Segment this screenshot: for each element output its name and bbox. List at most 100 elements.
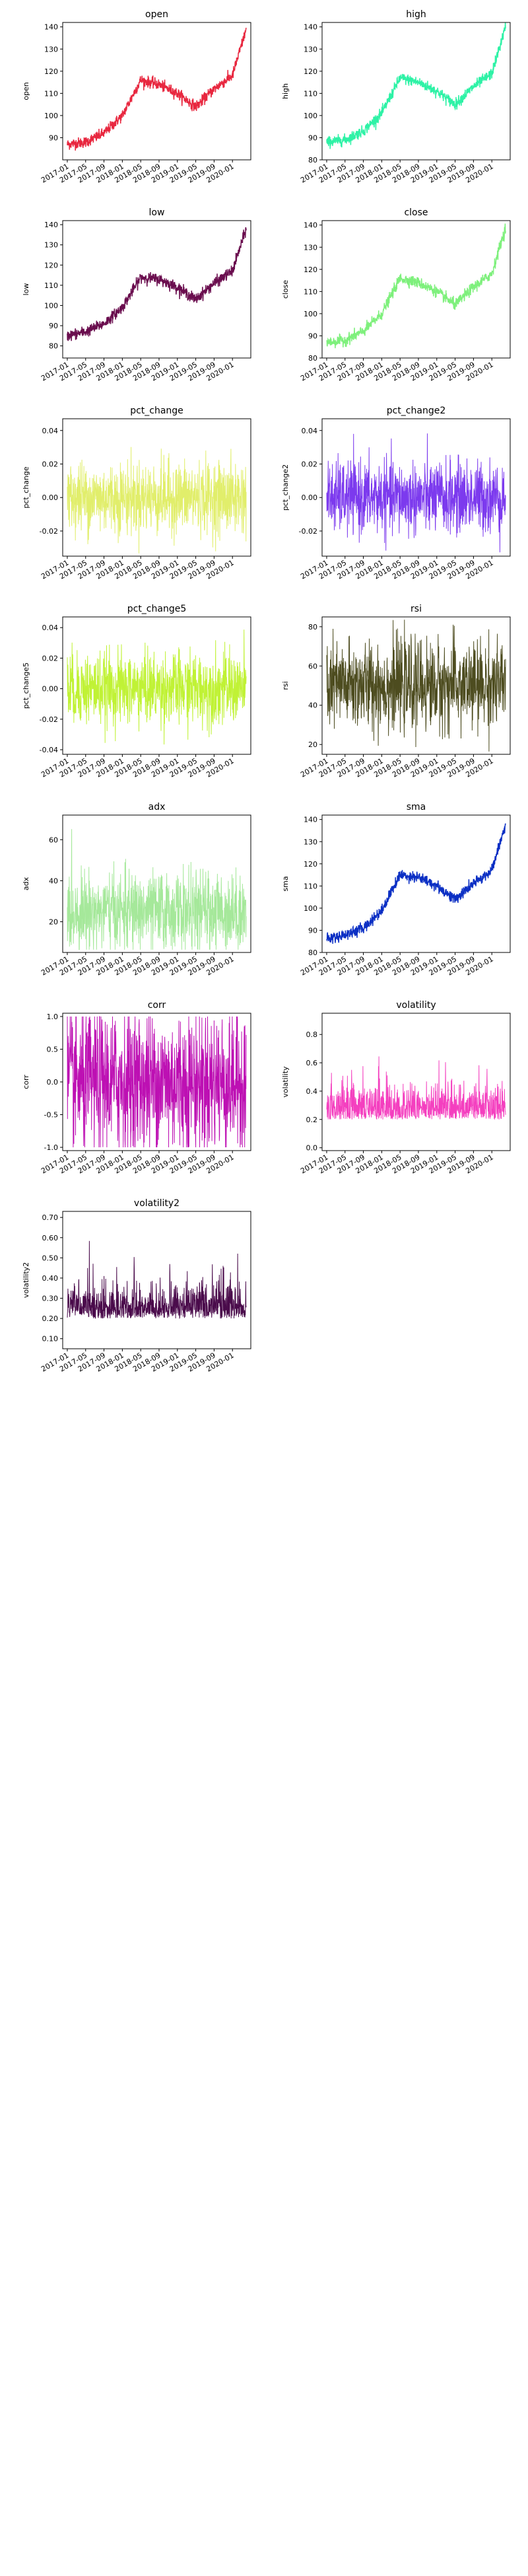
chart-title: adx xyxy=(148,802,166,812)
y-axis-label: sma xyxy=(281,876,290,891)
y-tick-label: -0.02 xyxy=(40,715,58,724)
y-tick-label: 0.00 xyxy=(42,493,59,502)
y-tick-label: 100 xyxy=(44,112,58,120)
y-tick-label: 0.4 xyxy=(306,1087,318,1096)
chart-title: pct_change2 xyxy=(387,406,446,416)
y-tick-label: 20 xyxy=(49,917,58,926)
y-tick-label: 0.30 xyxy=(42,1295,59,1303)
y-tick-label: 0.60 xyxy=(42,1234,59,1242)
y-tick-label: 140 xyxy=(304,816,317,824)
y-tick-label: 110 xyxy=(304,882,317,890)
y-tick-label: 0.00 xyxy=(42,685,59,694)
y-tick-label: 0.2 xyxy=(306,1116,318,1124)
y-tick-label: 0.70 xyxy=(42,1213,59,1222)
chart-pct-change5: pct_change5 pct_change5 -0.04 -0.02 0.00 0.02… xyxy=(22,604,251,779)
y-tick-label: 110 xyxy=(304,89,317,98)
y-tick-label: 0.6 xyxy=(306,1059,318,1067)
y-tick-label: 0.8 xyxy=(306,1030,318,1039)
plot-frame xyxy=(62,22,251,161)
plot-frame xyxy=(62,1211,251,1349)
plot-frame xyxy=(62,616,251,755)
y-axis-label: open xyxy=(22,82,30,100)
y-tick-label: 140 xyxy=(304,221,317,230)
y-tick-label: 100 xyxy=(304,904,317,913)
y-tick-label: -0.5 xyxy=(44,1111,58,1120)
series-line-volatility2 xyxy=(67,1240,247,1320)
y-tick-label: 0.40 xyxy=(42,1274,59,1283)
chart-title: open xyxy=(145,9,168,20)
y-tick-label: 0.02 xyxy=(302,460,318,468)
y-axis-label: pct_change2 xyxy=(281,464,290,511)
y-tick-label: 140 xyxy=(44,221,58,229)
plot-frame xyxy=(62,220,251,359)
y-axis-label: corr xyxy=(22,1075,30,1089)
y-tick-label: -0.02 xyxy=(40,527,58,536)
series-line-volatility xyxy=(326,1056,506,1120)
y-tick-label: 120 xyxy=(304,67,317,76)
plot-frame xyxy=(321,814,511,953)
plot-frame xyxy=(321,418,511,557)
y-tick-label: 0.04 xyxy=(302,427,318,435)
y-tick-label: 120 xyxy=(304,860,317,869)
series-line-adx xyxy=(67,829,247,950)
series-line-pct-change5 xyxy=(67,629,247,745)
chart-title: rsi xyxy=(411,604,422,614)
y-axis-label: close xyxy=(281,280,290,299)
series-line-corr xyxy=(67,1016,247,1148)
chart-title: volatility2 xyxy=(134,1198,180,1209)
y-axis-label: adx xyxy=(22,877,30,890)
y-tick-label: 120 xyxy=(44,261,58,269)
chart-title: volatility xyxy=(396,1000,436,1011)
y-tick-label: 0.00 xyxy=(302,493,318,502)
y-tick-label: 60 xyxy=(308,662,317,670)
y-tick-label: 110 xyxy=(44,89,58,98)
y-tick-label: 90 xyxy=(49,133,58,142)
y-tick-label: 130 xyxy=(304,838,317,846)
y-tick-label: 80 xyxy=(49,342,58,351)
y-tick-label: 0.0 xyxy=(306,1144,318,1153)
chart-title: low xyxy=(149,207,165,218)
y-tick-label: 40 xyxy=(308,701,317,710)
y-tick-label: 80 xyxy=(308,623,317,631)
chart-title: high xyxy=(406,9,426,20)
y-axis-label: high xyxy=(281,83,290,99)
y-tick-label: -1.0 xyxy=(44,1143,58,1152)
y-tick-label: 130 xyxy=(44,45,58,54)
y-tick-label: 0.5 xyxy=(47,1045,59,1054)
y-tick-label: 90 xyxy=(308,926,317,935)
series-line-rsi xyxy=(326,620,506,752)
series-line-high xyxy=(326,22,506,149)
y-tick-label: 0.50 xyxy=(42,1254,59,1262)
series-line-open xyxy=(67,27,247,151)
y-tick-label: 130 xyxy=(304,45,317,54)
y-axis-label: volatility xyxy=(281,1066,290,1098)
y-tick-label: 0.04 xyxy=(42,624,59,632)
y-tick-label: 20 xyxy=(308,740,317,749)
plot-frame xyxy=(62,418,251,557)
y-tick-label: 110 xyxy=(44,281,58,290)
y-tick-label: 0.20 xyxy=(42,1314,59,1323)
y-tick-label: 0.0 xyxy=(47,1078,59,1087)
y-axis-label: pct_change5 xyxy=(22,662,30,709)
plot-frame xyxy=(321,616,511,755)
y-axis-label: rsi xyxy=(281,681,290,690)
y-tick-label: 80 xyxy=(308,354,317,363)
y-tick-label: 1.0 xyxy=(47,1013,59,1021)
y-tick-label: 90 xyxy=(308,332,317,340)
series-line-low xyxy=(67,227,247,341)
y-tick-label: 100 xyxy=(304,112,317,120)
y-tick-label: 90 xyxy=(308,133,317,142)
y-axis-label: pct_change xyxy=(22,466,30,509)
y-tick-label: 90 xyxy=(49,322,58,330)
y-tick-label: 0.02 xyxy=(42,654,59,662)
y-tick-label: 140 xyxy=(44,23,58,32)
y-tick-label: 140 xyxy=(304,23,317,32)
y-tick-label: 80 xyxy=(308,948,317,957)
chart-title: pct_change5 xyxy=(127,604,187,614)
plot-frame xyxy=(321,22,511,161)
y-axis-label: low xyxy=(22,283,30,296)
series-line-pct-change xyxy=(67,447,247,554)
y-tick-label: 110 xyxy=(304,287,317,296)
chart-title: sma xyxy=(407,802,426,812)
